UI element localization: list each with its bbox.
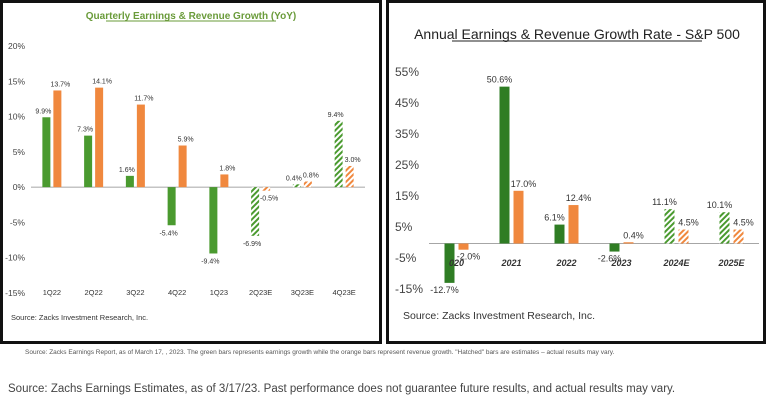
annual-chart-svg: Annual Earnings & Revenue Growth Rate - … [395, 26, 759, 322]
revenue-bar [345, 165, 354, 188]
revenue-data-label: -2.0% [457, 252, 481, 262]
revenue-bar [95, 87, 104, 188]
earnings-bar [292, 184, 301, 188]
earnings-bar [499, 86, 510, 244]
x-category-label: 2025E [717, 258, 745, 268]
earnings-data-label: -12.7% [430, 285, 459, 295]
y-tick-label: 35% [395, 127, 419, 141]
x-category-label: 4Q23E [332, 288, 355, 297]
chart-caption: Source: Zacks Earnings Report, as of Mar… [25, 349, 615, 356]
y-tick-label: -5% [395, 251, 417, 265]
revenue-bar [178, 145, 187, 188]
revenue-data-label: 12.4% [566, 193, 592, 203]
y-tick-label: -10% [5, 253, 25, 263]
earnings-data-label: -2.6% [598, 254, 622, 264]
quarterly-chart-svg: Quarterly Earnings & Revenue Growth (YoY… [5, 11, 365, 322]
earnings-bar [664, 209, 675, 244]
revenue-bar [53, 90, 62, 188]
revenue-data-label: 14.1% [92, 79, 112, 86]
chart-title: Annual Earnings & Revenue Growth Rate - … [414, 26, 740, 42]
x-category-label: 2022 [555, 258, 576, 268]
revenue-data-label: 17.0% [511, 179, 537, 189]
y-tick-label: 15% [395, 189, 419, 203]
y-tick-label: -15% [5, 288, 25, 298]
earnings-bar [251, 187, 260, 236]
earnings-bar [609, 243, 620, 252]
quarterly-chart-panel: Quarterly Earnings & Revenue Growth (YoY… [0, 0, 382, 344]
x-category-label: 020 [449, 258, 464, 268]
y-tick-label: -5% [10, 217, 26, 227]
revenue-data-label: 4.5% [733, 218, 754, 228]
y-tick-label: 5% [13, 147, 26, 157]
x-category-label: 3Q23E [291, 288, 314, 297]
x-category-label: 3Q22 [126, 288, 144, 297]
revenue-bar [262, 187, 271, 191]
earnings-data-label: -6.9% [243, 241, 261, 248]
y-tick-label: 55% [395, 65, 419, 79]
chart-title: Quarterly Earnings & Revenue Growth (YoY… [86, 11, 296, 22]
annual-chart-panel: Annual Earnings & Revenue Growth Rate - … [386, 0, 766, 344]
revenue-bar [513, 190, 524, 244]
x-category-label: 1Q22 [43, 288, 61, 297]
earnings-bar [42, 117, 51, 188]
x-category-label: 2021 [500, 258, 521, 268]
y-tick-label: 10% [8, 112, 25, 122]
y-tick-label: 25% [395, 158, 419, 172]
chart-source: Source: Zacks Investment Research, Inc. [403, 310, 595, 322]
earnings-data-label: -9.4% [201, 258, 219, 265]
revenue-data-label: 5.9% [178, 137, 194, 144]
footer-source-note: Source: Zachs Earnings Estimates, as of … [8, 383, 676, 395]
earnings-data-label: 7.3% [77, 127, 93, 134]
earnings-bar [125, 175, 134, 188]
revenue-data-label: 4.5% [678, 218, 699, 228]
revenue-bar [458, 243, 469, 250]
revenue-bar [623, 242, 634, 244]
earnings-bar [444, 243, 455, 283]
earnings-data-label: 6.1% [544, 213, 565, 223]
y-tick-label: 45% [395, 96, 419, 110]
revenue-bar [303, 181, 312, 188]
y-tick-label: 5% [395, 220, 413, 234]
revenue-bar [136, 104, 145, 188]
x-category-label: 2Q23E [249, 288, 272, 297]
earnings-data-label: 9.4% [328, 112, 344, 119]
earnings-data-label: 0.4% [286, 175, 302, 182]
revenue-bar [568, 205, 579, 244]
earnings-data-label: 10.1% [707, 200, 733, 210]
earnings-data-label: 11.1% [652, 197, 677, 207]
earnings-data-label: 50.6% [487, 75, 513, 85]
earnings-data-label: -5.4% [159, 230, 177, 237]
x-category-label: 2Q22 [84, 288, 102, 297]
revenue-bar [733, 229, 744, 244]
x-category-label: 2023 [610, 258, 631, 268]
earnings-data-label: 9.9% [35, 108, 51, 115]
x-category-label: 4Q22 [168, 288, 186, 297]
revenue-data-label: 0.4% [623, 230, 644, 240]
earnings-bar [554, 224, 565, 244]
earnings-bar [209, 187, 218, 254]
revenue-data-label: 0.8% [303, 172, 319, 179]
revenue-data-label: 11.7% [134, 96, 153, 103]
revenue-bar [678, 229, 689, 244]
chart-source: Source: Zacks Investment Research, Inc. [11, 313, 148, 322]
x-category-label: 1Q23 [210, 288, 228, 297]
earnings-bar [719, 212, 730, 244]
y-tick-label: 0% [13, 182, 26, 192]
revenue-data-label: -0.5% [260, 196, 278, 203]
earnings-data-label: 1.6% [119, 167, 135, 174]
earnings-bar [84, 135, 93, 188]
y-tick-label: 15% [8, 76, 25, 86]
revenue-data-label: 13.7% [50, 81, 70, 88]
earnings-bar [167, 187, 176, 226]
x-category-label: 2024E [662, 258, 690, 268]
revenue-data-label: 1.8% [219, 165, 235, 172]
y-tick-label: -15% [395, 282, 423, 296]
y-tick-label: 20% [8, 41, 25, 51]
revenue-bar [220, 174, 229, 188]
earnings-bar [334, 120, 343, 188]
revenue-data-label: 3.0% [345, 157, 361, 164]
